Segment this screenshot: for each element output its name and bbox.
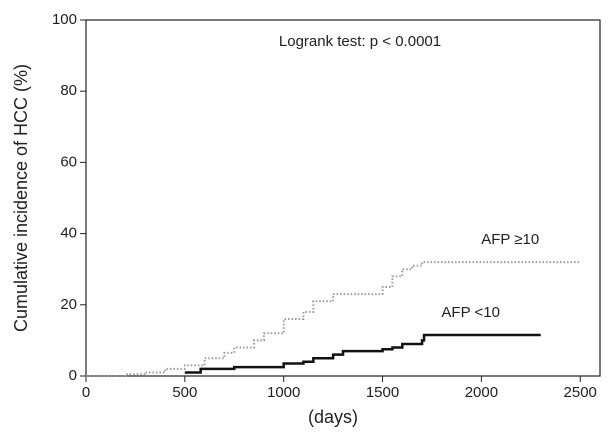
y-tick-label: 60 bbox=[60, 153, 77, 170]
y-tick-label: 80 bbox=[60, 82, 77, 99]
x-axis-label: (days) bbox=[308, 407, 358, 427]
x-tick-label: 1500 bbox=[366, 384, 399, 401]
annotation: Logrank test: p < 0.0001 bbox=[279, 33, 441, 50]
x-tick-label: 0 bbox=[82, 384, 90, 401]
series-label: AFP ≥10 bbox=[481, 231, 539, 248]
x-tick-label: 2500 bbox=[564, 384, 597, 401]
x-tick-label: 1000 bbox=[267, 384, 300, 401]
y-tick-label: 20 bbox=[60, 296, 77, 313]
series-line bbox=[184, 333, 541, 374]
y-tick-label: 0 bbox=[69, 367, 77, 384]
y-axis-label: Cumulative incidence of HCC (%) bbox=[11, 64, 31, 332]
series-label: AFP <10 bbox=[441, 304, 500, 321]
y-tick-label: 100 bbox=[52, 11, 77, 28]
plot-frame bbox=[85, 19, 601, 377]
x-tick-label: 2000 bbox=[465, 384, 498, 401]
y-tick-label: 40 bbox=[60, 225, 77, 242]
x-tick-label: 500 bbox=[172, 384, 197, 401]
